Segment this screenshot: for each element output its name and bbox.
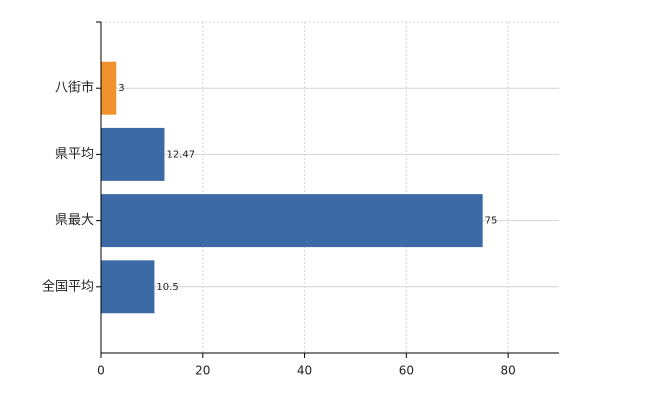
value-label: 12.47 <box>166 149 195 160</box>
x-tick-label: 60 <box>399 364 414 378</box>
x-tick-label: 80 <box>500 364 515 378</box>
bar <box>101 127 165 181</box>
y-tick-label: 県平均 <box>55 147 94 162</box>
x-tick-label: 40 <box>297 364 312 378</box>
bar <box>101 260 155 314</box>
x-tick-label: 20 <box>195 364 210 378</box>
bar <box>101 61 117 115</box>
value-label: 3 <box>118 83 124 94</box>
x-tick-label: 0 <box>97 364 105 378</box>
y-tick-label: 全国平均 <box>42 278 94 294</box>
value-label: 10.5 <box>156 282 178 293</box>
value-label: 75 <box>485 216 498 227</box>
y-tick-label: 県最大 <box>55 213 94 228</box>
y-tick-label: 八街市 <box>55 80 94 96</box>
bar <box>101 194 483 248</box>
